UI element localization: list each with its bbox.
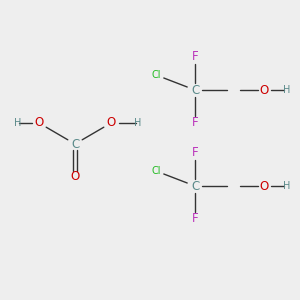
Text: C: C [191, 83, 199, 97]
Text: O: O [34, 116, 43, 130]
Text: O: O [260, 179, 268, 193]
Text: C: C [191, 179, 199, 193]
Text: C: C [71, 137, 79, 151]
Text: H: H [134, 118, 142, 128]
Text: F: F [192, 146, 198, 160]
Text: F: F [192, 50, 198, 64]
Text: O: O [260, 83, 268, 97]
Text: H: H [14, 118, 22, 128]
Text: O: O [106, 116, 116, 130]
Text: F: F [192, 116, 198, 130]
Text: H: H [283, 181, 290, 191]
Text: Cl: Cl [151, 70, 161, 80]
Text: O: O [70, 170, 80, 184]
Text: F: F [192, 212, 198, 226]
Text: Cl: Cl [151, 166, 161, 176]
Text: H: H [283, 85, 290, 95]
